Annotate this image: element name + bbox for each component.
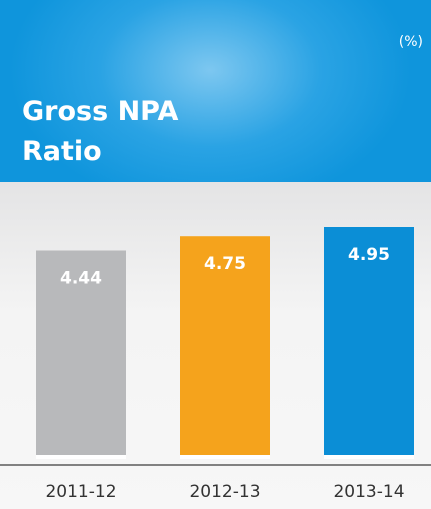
value-label: 4.75	[204, 254, 246, 274]
bar	[180, 236, 270, 455]
chart-title: Gross NPA Ratio	[22, 96, 179, 167]
x-tick-label: 2012-13	[189, 482, 260, 502]
bar-foot	[180, 455, 270, 459]
value-label: 4.44	[60, 268, 102, 288]
bar	[36, 250, 126, 455]
x-tick-label: 2013-14	[333, 482, 404, 502]
value-label: 4.95	[348, 245, 390, 265]
unit-label: (%)	[398, 34, 423, 50]
x-tick-label: 2011-12	[45, 482, 116, 502]
header: Gross NPA Ratio (%)	[0, 0, 431, 182]
bar-foot	[324, 455, 414, 459]
bar	[324, 227, 414, 455]
bar-foot	[36, 455, 126, 459]
